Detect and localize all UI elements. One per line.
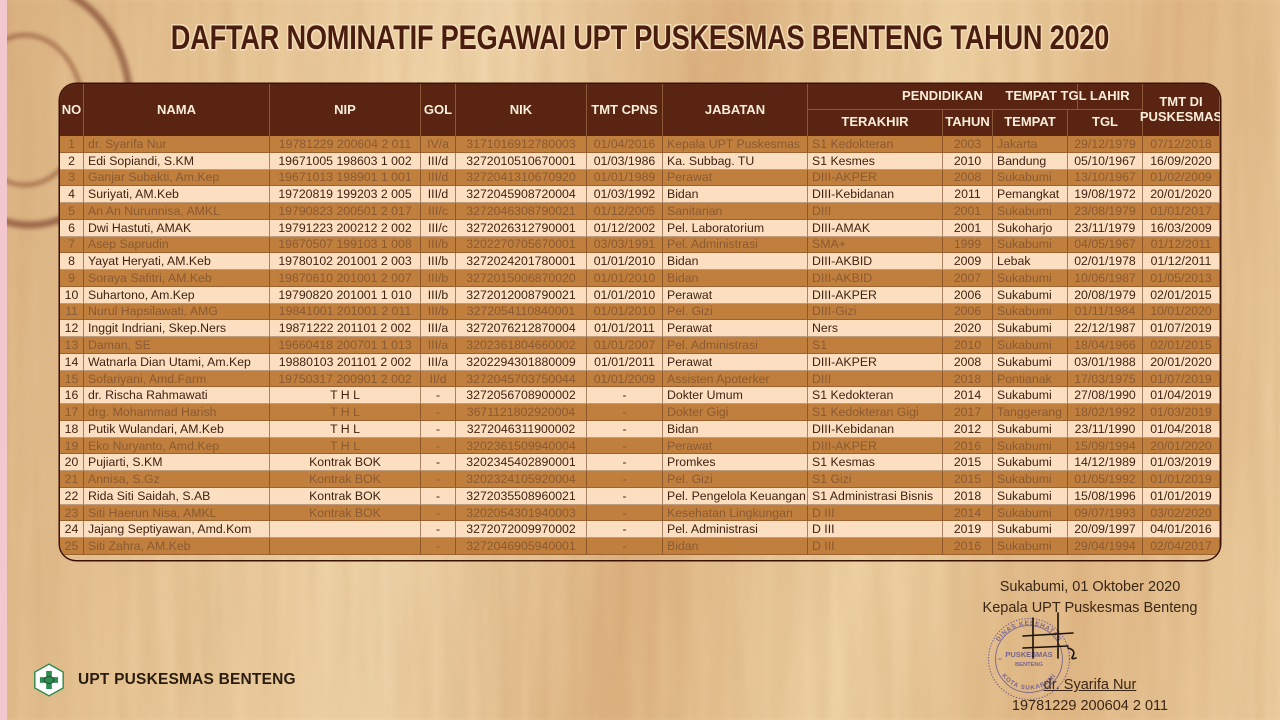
svg-text:KOTA SUKABUMI: KOTA SUKABUMI [1000,672,1057,691]
